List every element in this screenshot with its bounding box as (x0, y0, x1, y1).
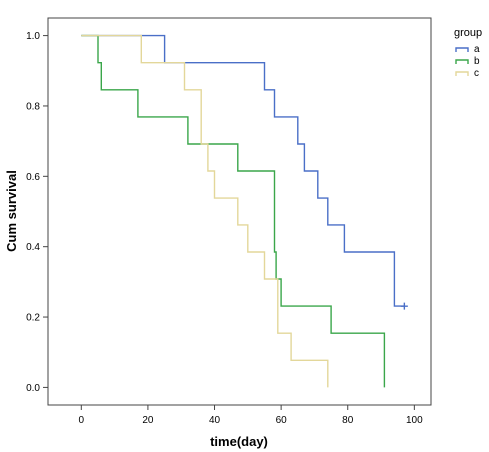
y-tick-label: 1.0 (26, 31, 40, 42)
series-layer (81, 34, 408, 388)
y-tick-label: 0.6 (26, 172, 40, 183)
y-axis: 0.0 0.2 0.4 0.6 0.8 1.0 (26, 31, 48, 394)
y-tick-label: 0.0 (26, 383, 40, 394)
y-tick-label: 0.4 (26, 242, 40, 253)
legend-label-a: a (474, 44, 480, 55)
legend-swatch-a (455, 47, 469, 52)
y-tick-label: 0.8 (26, 101, 40, 112)
x-tick-label: 80 (342, 415, 354, 426)
censor-mark (400, 302, 408, 310)
x-axis-label: time(day) (210, 434, 268, 449)
plot-frame (47, 17, 432, 406)
legend-title: group (454, 27, 482, 39)
series-c-line (81, 34, 329, 388)
y-axis-label: Cum survival (4, 170, 19, 252)
legend: group abc (454, 27, 482, 79)
x-tick-label: 60 (276, 415, 288, 426)
legend-label-b: b (474, 56, 480, 67)
x-tick-label: 20 (142, 415, 154, 426)
series-b-line (81, 34, 386, 388)
y-tick-label: 0.2 (26, 313, 40, 324)
x-tick-label: 0 (79, 415, 85, 426)
legend-swatch-b (455, 59, 469, 64)
series-a-line (81, 34, 405, 307)
legend-swatch-c (455, 71, 469, 76)
x-axis: 0 20 40 60 80 100 (79, 405, 423, 426)
legend-label-c: c (474, 68, 479, 79)
x-tick-label: 40 (209, 415, 221, 426)
x-tick-label: 100 (406, 415, 423, 426)
